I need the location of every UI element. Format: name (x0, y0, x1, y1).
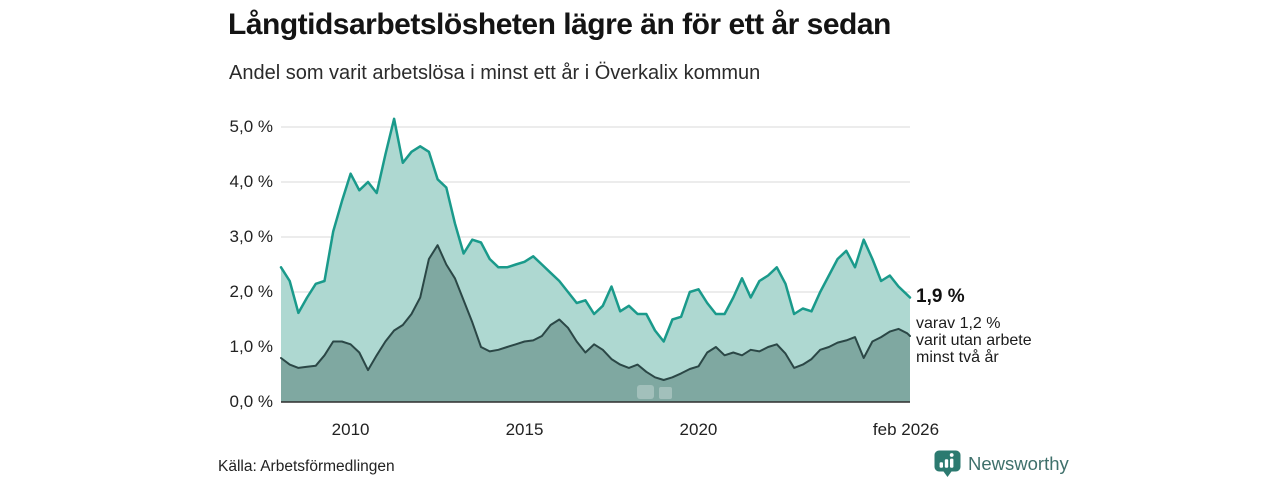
line-unemployed-1yr (279, 117, 912, 343)
chart-watermark (637, 385, 654, 399)
end-value-subset-line3: minst två år (916, 349, 999, 366)
page-title: Långtidsarbetslösheten lägre än för ett … (228, 8, 891, 41)
y-tick-label: 5,0 % (229, 117, 273, 136)
chart-subtitle: Andel som varit arbetslösa i minst ett å… (229, 62, 761, 84)
newsworthy-logo: Newsworthy (934, 450, 1069, 478)
end-value-subset-line1: varav 1,2 % (916, 315, 1001, 332)
y-tick-label: 3,0 % (229, 227, 273, 246)
end-value-subset-line2: varit utan arbete (916, 332, 1032, 349)
y-tick-label: 2,0 % (229, 282, 273, 301)
end-value-total: 1,9 % (916, 286, 965, 307)
x-tick-label: 2010 (331, 420, 370, 439)
y-tick-label: 1,0 % (229, 337, 273, 356)
x-tick-label: 2020 (679, 420, 718, 439)
newsworthy-bubble-chart-icon (934, 450, 961, 477)
chart-watermark (659, 387, 672, 399)
x-tick-label: feb 2026 (872, 420, 940, 439)
y-tick-label: 0,0 % (229, 392, 273, 411)
newsworthy-wordmark: Newsworthy (968, 453, 1069, 474)
source-credit: Källa: Arbetsförmedlingen (218, 458, 395, 475)
line-unemployed-2yr (280, 244, 911, 381)
y-tick-label: 4,0 % (229, 172, 273, 191)
x-tick-label: 2015 (505, 420, 544, 439)
area-unemployed-2yr (281, 245, 910, 402)
end-value-annotation: 1,9 % varav 1,2 % varit utan arbete mins… (916, 286, 1032, 366)
